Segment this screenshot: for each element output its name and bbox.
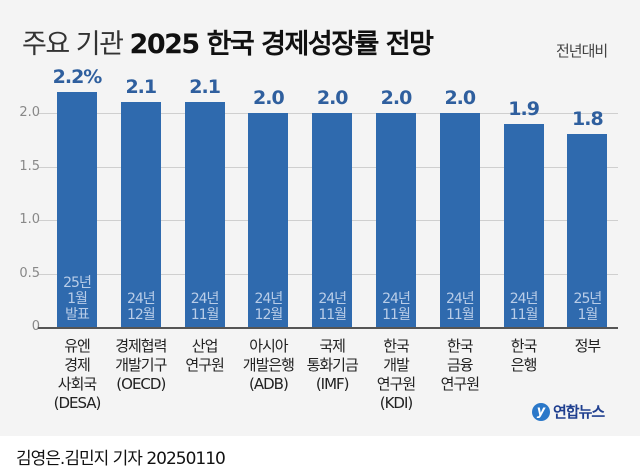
- category-label: 유엔 경제 사회국 (DESA): [53, 337, 102, 412]
- bar-value-label: 2.1: [125, 76, 157, 99]
- bar-value-label: 2.0: [380, 87, 413, 109]
- unit-note: 전년대비: [556, 42, 608, 60]
- bar-value-label: 2.2%: [52, 65, 103, 88]
- bar-date-label: 25년 1월: [573, 291, 603, 323]
- y-tick-label: 0.5: [19, 265, 40, 281]
- bar: [312, 113, 353, 327]
- bar: [57, 91, 97, 327]
- bar-date-label: 24년 11월: [190, 291, 220, 323]
- bar-value-label: 2.0: [316, 87, 349, 109]
- category-label: 정부: [574, 337, 602, 355]
- y-tick-label: 2.0: [19, 105, 40, 120]
- category-label: 경제협력 개발기구 (OECD): [115, 337, 167, 393]
- y-tick-label: 0: [31, 319, 40, 334]
- title-bold: 2025 한국 경제성장률 전망: [129, 29, 434, 60]
- bar-date-label: 24년 11월: [318, 291, 347, 323]
- bar: [439, 113, 480, 327]
- y-tick-label: 1.0: [19, 212, 40, 227]
- yonhap-logo-text: 연합뉴스: [553, 403, 605, 421]
- bar-value-label: 1.8: [572, 108, 604, 131]
- bar-date-label: 24년 12월: [254, 291, 284, 323]
- bar-date-label: 24년 11월: [445, 291, 475, 323]
- bar-value-label: 2.1: [189, 76, 221, 99]
- category-label: 국제 통화기금 (IMF): [306, 337, 359, 393]
- bar: [376, 113, 416, 327]
- bar-date-label: 24년 12월: [126, 291, 156, 323]
- bar-date-label: 25년 1월 발표: [63, 275, 92, 323]
- bar: [120, 102, 161, 327]
- category-label: 아시아 개발은행 (ADB): [242, 337, 295, 393]
- bar-value-label: 2.0: [253, 87, 285, 109]
- bar-date-label: 24년 11월: [382, 291, 411, 323]
- bar-value-label: 1.9: [508, 97, 540, 120]
- bar-date-label: 24년 11월: [509, 291, 539, 323]
- chart-panel: 주요 기관 2025 한국 경제성장률 전망 전년대비 0 0.5 1.0 1.5 2.…: [0, 0, 640, 436]
- byline: 김영은.김민지 기자 20250110: [16, 449, 226, 469]
- yonhap-logo: y 연합뉴스: [532, 401, 605, 422]
- category-label: 산업 연구원: [185, 337, 224, 374]
- title-light: 주요 기관: [22, 29, 124, 60]
- category-label: 한국 금융 연구원: [440, 337, 480, 393]
- category-label: 한국 개발 연구원 (KDI): [376, 337, 416, 412]
- y-tick-label: 1.5: [19, 158, 40, 174]
- bar: [184, 102, 225, 327]
- bar: [248, 113, 289, 327]
- x-axis-line: [38, 327, 618, 329]
- chart-title: 주요 기관 2025 한국 경제성장률 전망: [22, 22, 434, 61]
- bar: [503, 123, 544, 327]
- bar-value-label: 2.0: [444, 87, 476, 109]
- bar: [567, 134, 608, 327]
- yonhap-logo-icon: y: [532, 402, 550, 421]
- category-label: 한국 은행: [510, 337, 538, 374]
